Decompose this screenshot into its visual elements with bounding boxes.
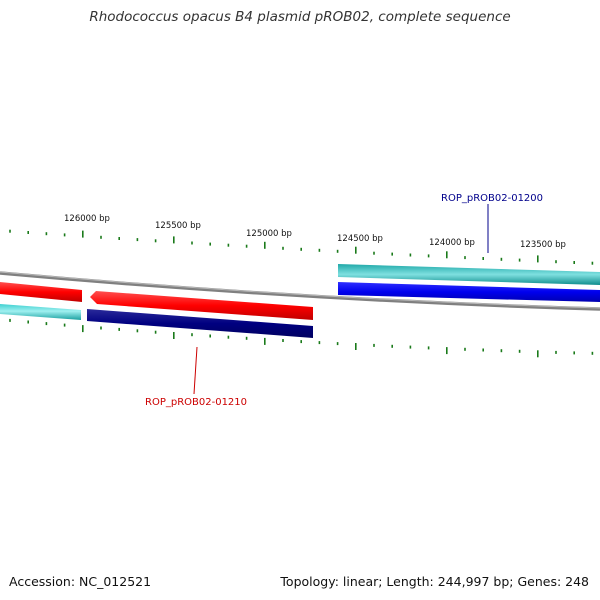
forward-gene-rop-01200[interactable] [338,264,600,285]
tick-ruler-top [9,229,594,265]
bp-label-125500: 125500 bp [155,221,201,231]
forward-cds-rop-01210[interactable] [90,291,313,320]
bp-label-124500: 124500 bp [337,234,383,244]
accession-label: Accession: NC_012521 [9,574,152,589]
reverse-gene-rop-01210[interactable] [87,309,313,338]
gene-label-rop-01210[interactable]: ROP_pROB02-01210 [145,397,247,408]
topology-summary: Topology: linear; Length: 244,997 bp; Ge… [280,574,589,589]
bp-label-123500: 123500 bp [520,240,566,250]
forward-cds-left[interactable] [0,282,82,302]
forward-gene-left[interactable] [0,304,81,320]
reverse-cds-rop-01200[interactable] [338,282,600,302]
gene-label-rop-01200[interactable]: ROP_pROB02-01200 [441,193,543,204]
tick-ruler-bottom [9,318,594,358]
bp-label-125000: 125000 bp [246,229,292,239]
map-title: Rhodococcus opacus B4 plasmid pROB02, co… [89,9,511,25]
backbone-line [0,271,600,311]
gene-leader-01210 [193,346,198,395]
bp-label-124000: 124000 bp [429,238,475,248]
bp-label-126000: 126000 bp [64,214,110,224]
